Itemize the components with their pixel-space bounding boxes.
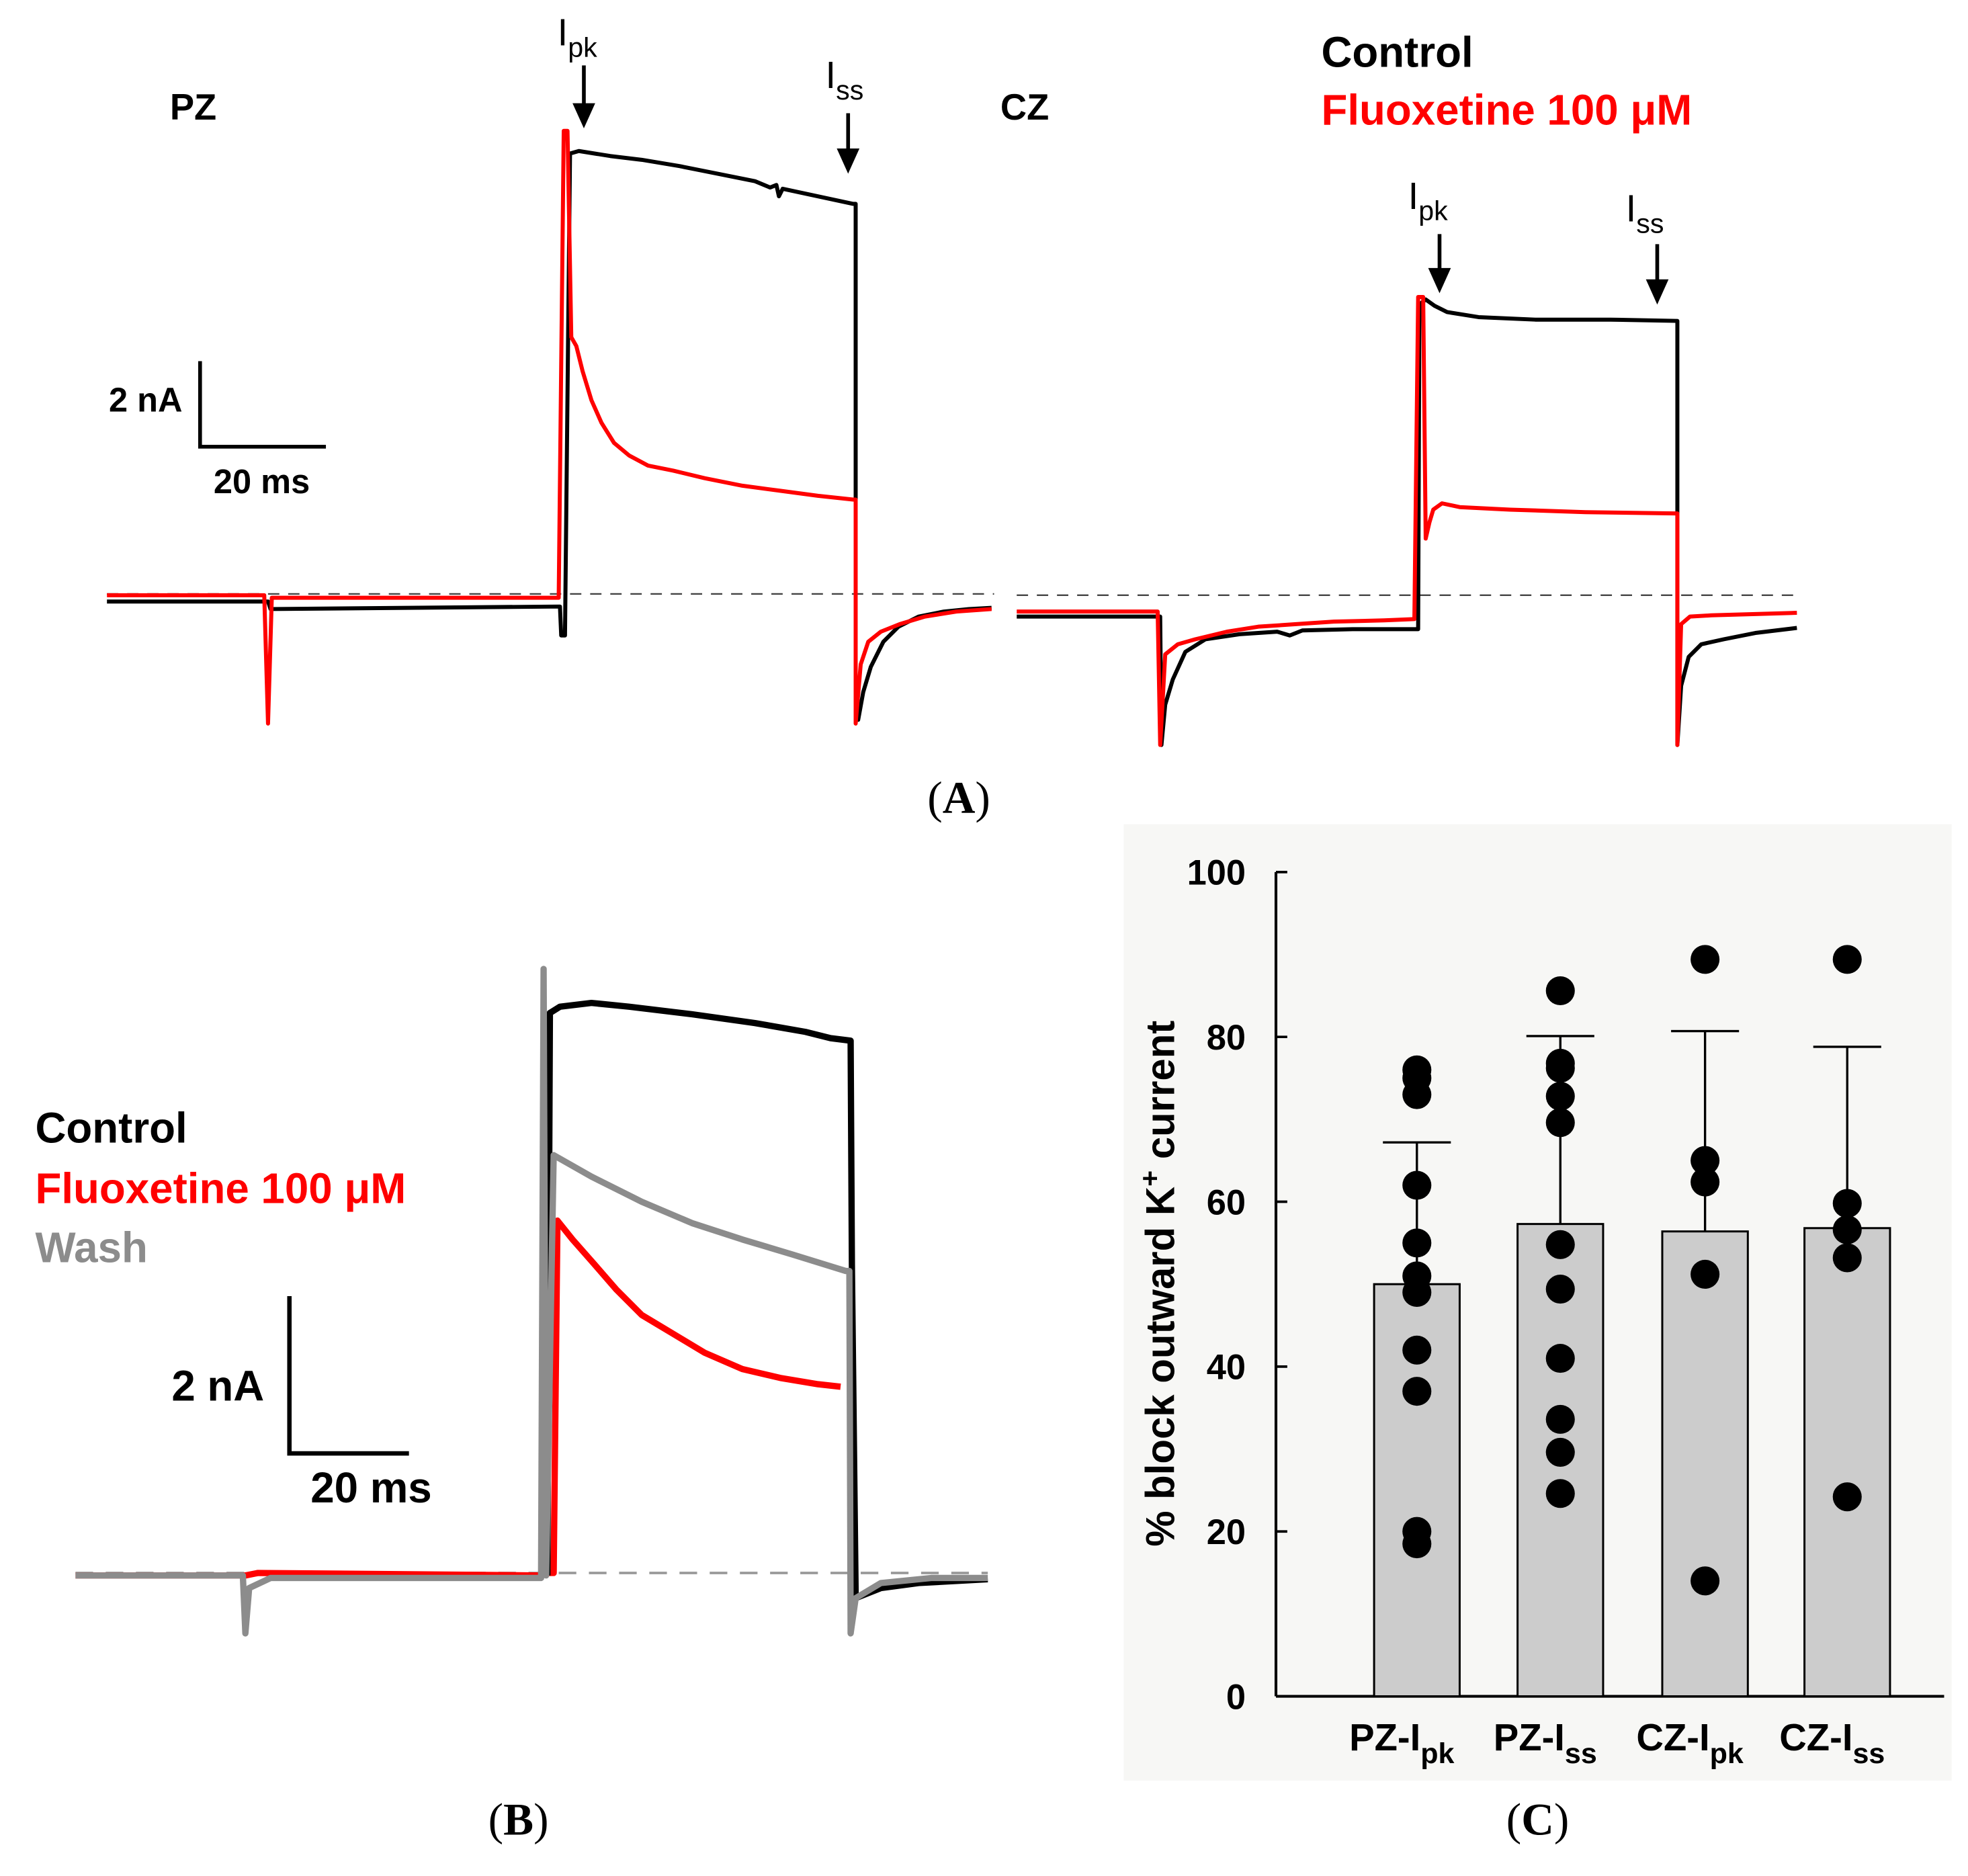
x-tick-label-2: PZ-Iss <box>1494 1716 1597 1770</box>
panel-b: 2 nA 20 ms Control Fluoxetine 100 μM Was… <box>35 966 988 1845</box>
panel-a-cz-ipk-arrowhead <box>1428 267 1451 294</box>
data-point <box>1402 1080 1432 1109</box>
bar-4 <box>1803 1227 1891 1698</box>
panel-a-cz-fluoxetine-trace <box>1017 294 1797 747</box>
panel-a-cz-iss-label: Iss <box>1626 187 1664 239</box>
panel-a-pz-title: PZ <box>170 87 216 128</box>
panel-a-cz-control-trace <box>1017 297 1797 747</box>
data-point <box>1545 1108 1575 1138</box>
panel-a-pz-control-trace <box>107 148 992 722</box>
data-point <box>1691 945 1720 974</box>
data-point <box>1832 1482 1862 1512</box>
panel-a-cz-title: CZ <box>1000 87 1049 128</box>
data-point <box>1545 1054 1575 1083</box>
data-point <box>1402 1377 1432 1406</box>
data-point <box>1545 976 1575 1006</box>
data-point <box>1832 1243 1862 1273</box>
panel-a-pz-iss-label: Iss <box>826 54 864 105</box>
x-tick-label-1: PZ-Ipk <box>1349 1716 1454 1770</box>
data-point <box>1545 1344 1575 1373</box>
panel-b-wash-trace <box>75 966 988 1637</box>
panel-a-cz-iss-arrowhead <box>1645 279 1669 305</box>
data-point <box>1402 1529 1432 1559</box>
panel-b-legend-fluoxetine: Fluoxetine 100 μM <box>35 1164 406 1212</box>
data-point <box>1545 1275 1575 1304</box>
panel-b-scalebar-current-label: 2 nA <box>171 1362 264 1410</box>
data-point <box>1402 1228 1432 1258</box>
panel-c-label: (C) <box>1506 1795 1570 1845</box>
panel-c: 0 20 40 60 80 100 % block outward K+ current PZ… <box>1123 824 1952 1845</box>
panel-a-pz-ipk-arrowhead <box>572 103 595 129</box>
y-tick-label: 80 <box>1207 1019 1246 1058</box>
panel-b-scalebar <box>287 1295 409 1456</box>
panel-c-plot: 0 20 40 60 80 100 % block outward K+ current PZ… <box>1134 854 1944 1770</box>
data-point <box>1545 1437 1575 1467</box>
data-point <box>1402 1335 1432 1365</box>
data-point <box>1545 1404 1575 1434</box>
y-axis-label: % block outward K+ current <box>1134 1021 1183 1547</box>
panel-b-fluoxetine-trace <box>75 1217 841 1579</box>
data-point <box>1545 1230 1575 1259</box>
panel-a-legend-control: Control <box>1321 28 1473 76</box>
x-tick-label-4: CZ-Iss <box>1779 1716 1885 1770</box>
data-point <box>1832 1189 1862 1218</box>
panel-a: 2 nA 20 ms PZ CZ Control Fluoxetine 100 … <box>107 11 1797 823</box>
data-point <box>1545 1081 1575 1111</box>
panel-a-scalebar-current-label: 2 nA <box>109 380 183 419</box>
panel-a-pz-ipk-label: Ipk <box>558 11 598 62</box>
panel-a-scalebar-time-label: 20 ms <box>214 462 310 501</box>
data-point <box>1691 1259 1720 1289</box>
data-point <box>1402 1170 1432 1200</box>
bar-3 <box>1661 1230 1749 1698</box>
panel-b-scalebar-time-label: 20 ms <box>310 1464 432 1512</box>
panel-a-scalebar <box>198 361 327 449</box>
data-point <box>1402 1277 1432 1307</box>
data-point <box>1691 1167 1720 1197</box>
y-tick-label: 60 <box>1207 1183 1246 1222</box>
panel-a-cz-ipk-label: Ipk <box>1408 175 1449 226</box>
panel-b-legend-control: Control <box>35 1105 187 1152</box>
panel-a-legend-fluoxetine: Fluoxetine 100 μM <box>1321 86 1692 134</box>
y-tick-label: 20 <box>1207 1513 1246 1552</box>
x-tick-label-3: CZ-Ipk <box>1636 1716 1744 1770</box>
panel-a-pz-fluoxetine-trace <box>107 128 992 726</box>
y-tick-label: 40 <box>1207 1349 1246 1388</box>
data-point <box>1832 945 1862 974</box>
data-point <box>1545 1479 1575 1508</box>
panel-b-label: (B) <box>488 1795 549 1845</box>
panel-a-label: (A) <box>927 773 990 823</box>
data-point <box>1691 1146 1720 1175</box>
y-tick-label: 0 <box>1226 1678 1246 1717</box>
panel-a-pz-iss-arrowhead <box>837 148 860 174</box>
data-point <box>1691 1566 1720 1596</box>
data-point <box>1832 1215 1862 1244</box>
panel-b-control-trace <box>544 999 988 1602</box>
panel-b-legend-wash: Wash <box>35 1224 147 1271</box>
y-tick-label: 100 <box>1187 854 1246 893</box>
